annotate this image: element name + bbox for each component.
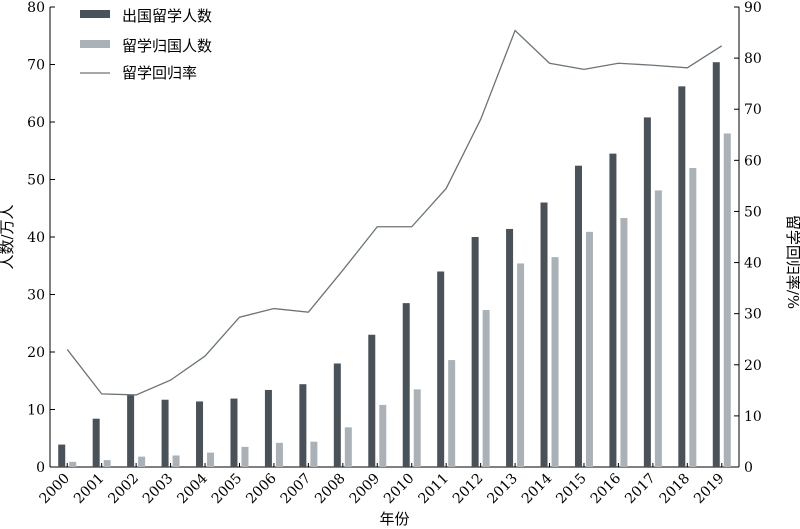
y2-tick-label: 50 (744, 204, 762, 220)
x-tick-label: 2007 (278, 471, 315, 508)
bar-returned (654, 190, 662, 468)
x-tick-label: 2017 (622, 471, 659, 508)
bar-outbound (264, 389, 272, 467)
x-tick-label: 2008 (312, 471, 349, 508)
bar-outbound (402, 303, 410, 467)
y-axis-ticks: 0 10 20 30 40 50 60 70 80 (27, 0, 55, 476)
bar-returned (585, 231, 593, 467)
x-tick-label: 2001 (71, 471, 108, 508)
bar-outbound (540, 202, 548, 467)
x-axis-title: 年份 (379, 510, 409, 528)
y-tick-label: 40 (27, 230, 45, 246)
bar-returned (551, 257, 559, 467)
bar-outbound (333, 363, 341, 467)
y2-axis-ticks: 0 10 20 30 40 50 60 70 80 90 (734, 0, 762, 476)
bar-returned (69, 461, 77, 467)
bar-outbound (161, 399, 169, 467)
x-tick-label: 2004 (174, 470, 211, 507)
x-tick-label: 2019 (691, 471, 728, 508)
bar-outbound (58, 444, 66, 467)
legend-label-returned: 留学归国人数 (122, 37, 212, 55)
bar-outbound (712, 62, 720, 467)
y2-axis-title: 留学回归率/% (784, 215, 800, 309)
bar-returned (482, 310, 490, 467)
y2-tick-label: 90 (744, 0, 762, 16)
bar-outbound (574, 165, 582, 467)
x-tick-label: 2013 (484, 471, 521, 508)
bar-outbound (92, 418, 100, 467)
bar-returned (344, 427, 352, 467)
x-tick-label: 2003 (140, 471, 177, 508)
bar-returned (448, 360, 456, 467)
x-tick-label: 2010 (381, 471, 418, 508)
bar-returned (413, 389, 421, 467)
bar-outbound (609, 153, 617, 467)
y-tick-label: 30 (27, 288, 45, 304)
y-tick-label: 50 (27, 173, 45, 189)
legend-label-return-rate: 留学回归率 (122, 64, 197, 82)
bar-outbound (506, 228, 514, 467)
bar-returned (138, 456, 146, 467)
bar-returned (103, 460, 111, 467)
bar-returned (275, 442, 283, 467)
bar-outbound (643, 117, 651, 468)
bar-outbound (471, 237, 479, 467)
line-layer (66, 29, 723, 396)
bar-outbound (230, 398, 238, 467)
bar-returned (310, 441, 318, 467)
bar-outbound (127, 395, 135, 467)
bar-returned (723, 133, 731, 467)
y2-tick-label: 0 (744, 460, 753, 476)
x-tick-label: 2011 (415, 471, 452, 508)
bar-outbound (299, 384, 307, 467)
y-tick-label: 10 (27, 403, 45, 419)
y-axis-title: 人数/万人 (0, 204, 16, 269)
x-tick-label: 2009 (347, 471, 384, 508)
x-tick-label: 2006 (243, 470, 280, 507)
bar-outbound (437, 271, 445, 467)
legend: 出国留学人数 留学归国人数 留学回归率 (80, 7, 212, 82)
y2-tick-label: 20 (744, 358, 762, 374)
x-tick-label: 2012 (450, 471, 487, 508)
legend-swatch-returned (80, 40, 110, 48)
bar-outbound (678, 86, 686, 467)
bar-returned (517, 263, 525, 467)
bar-returned (207, 452, 215, 467)
bar-returned (379, 404, 387, 467)
x-tick-label: 2018 (657, 471, 694, 508)
bar-returned (241, 446, 249, 467)
y2-tick-label: 10 (744, 409, 762, 425)
y2-tick-label: 40 (744, 256, 762, 272)
x-tick-label: 2016 (588, 470, 625, 507)
x-tick-label: 2002 (105, 471, 142, 508)
legend-swatch-outbound (80, 10, 110, 18)
y-tick-label: 0 (36, 460, 45, 476)
y2-tick-label: 30 (744, 307, 762, 323)
bar-returned (620, 218, 628, 467)
bar-returned (172, 455, 180, 467)
y-tick-label: 20 (27, 345, 45, 361)
y2-tick-label: 60 (744, 153, 762, 169)
y-tick-label: 80 (27, 0, 45, 16)
bar-marks (58, 62, 731, 468)
x-axis-ticks: 2000200120022003200420052006200720082009… (37, 463, 728, 507)
series-line-return-rate (66, 29, 723, 396)
x-tick-label: 2015 (553, 471, 590, 508)
x-tick-label: 2014 (519, 470, 556, 507)
y-tick-label: 70 (27, 58, 45, 74)
x-tick-label: 2005 (209, 471, 246, 508)
y2-tick-label: 70 (744, 102, 762, 118)
legend-label-outbound: 出国留学人数 (122, 7, 212, 25)
y2-tick-label: 80 (744, 51, 762, 67)
y-tick-label: 60 (27, 115, 45, 131)
bar-returned (689, 168, 697, 467)
bar-outbound (196, 401, 204, 467)
bar-outbound (368, 334, 376, 467)
